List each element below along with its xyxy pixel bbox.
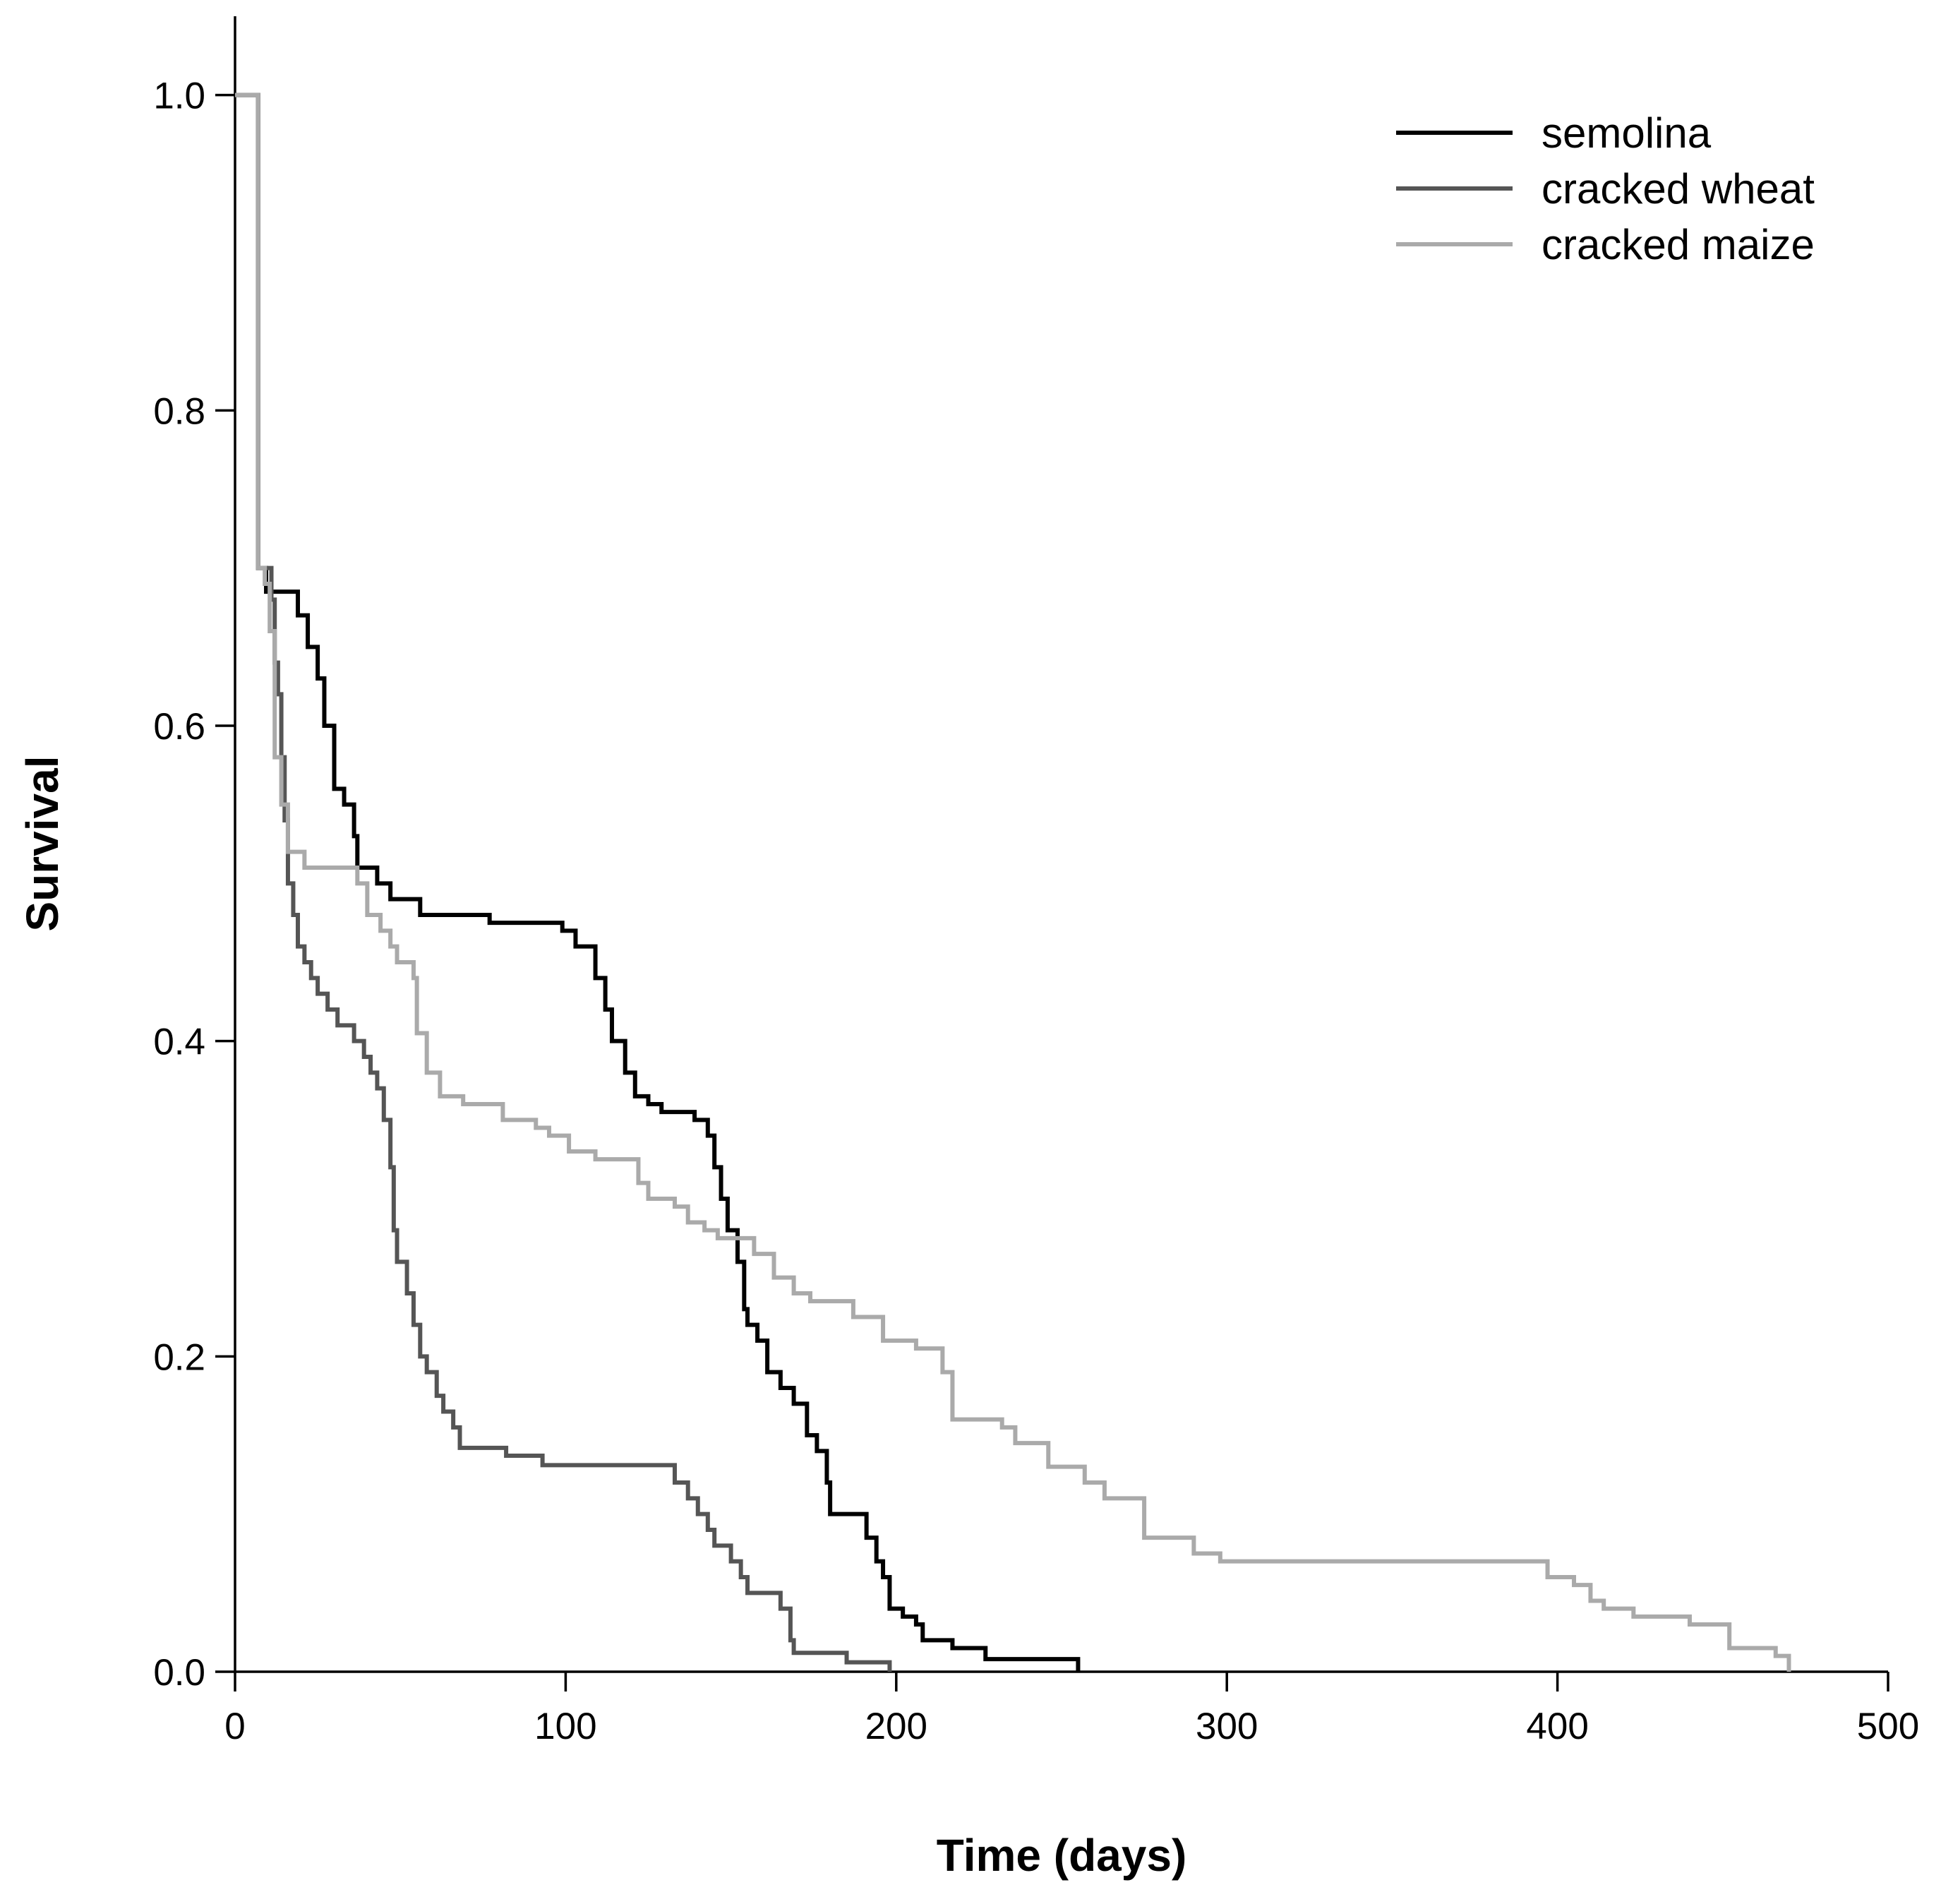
y-tick-label: 1.0 [153,76,205,117]
x-tick-label: 200 [865,1706,927,1747]
y-tick-label: 0.6 [153,706,205,748]
y-tick-label: 0.0 [153,1652,205,1694]
x-tick-label: 400 [1526,1706,1588,1747]
x-tick-label: 500 [1857,1706,1919,1747]
y-axis-title: Survival [17,755,68,931]
y-tick-label: 0.4 [153,1022,205,1063]
x-axis-title: Time (days) [937,1830,1187,1881]
x-tick-label: 100 [534,1706,596,1747]
survival-curve [235,92,892,1672]
y-tick-label: 0.2 [153,1336,205,1378]
legend-label: semolina [1542,109,1712,157]
survival-curve [235,92,1081,1672]
legend-label: cracked maize [1542,221,1815,268]
survival-curve [235,92,1791,1672]
legend-label: cracked wheat [1542,165,1815,212]
y-tick-label: 0.8 [153,390,205,432]
x-tick-label: 0 [224,1706,245,1747]
x-tick-label: 300 [1196,1706,1258,1747]
